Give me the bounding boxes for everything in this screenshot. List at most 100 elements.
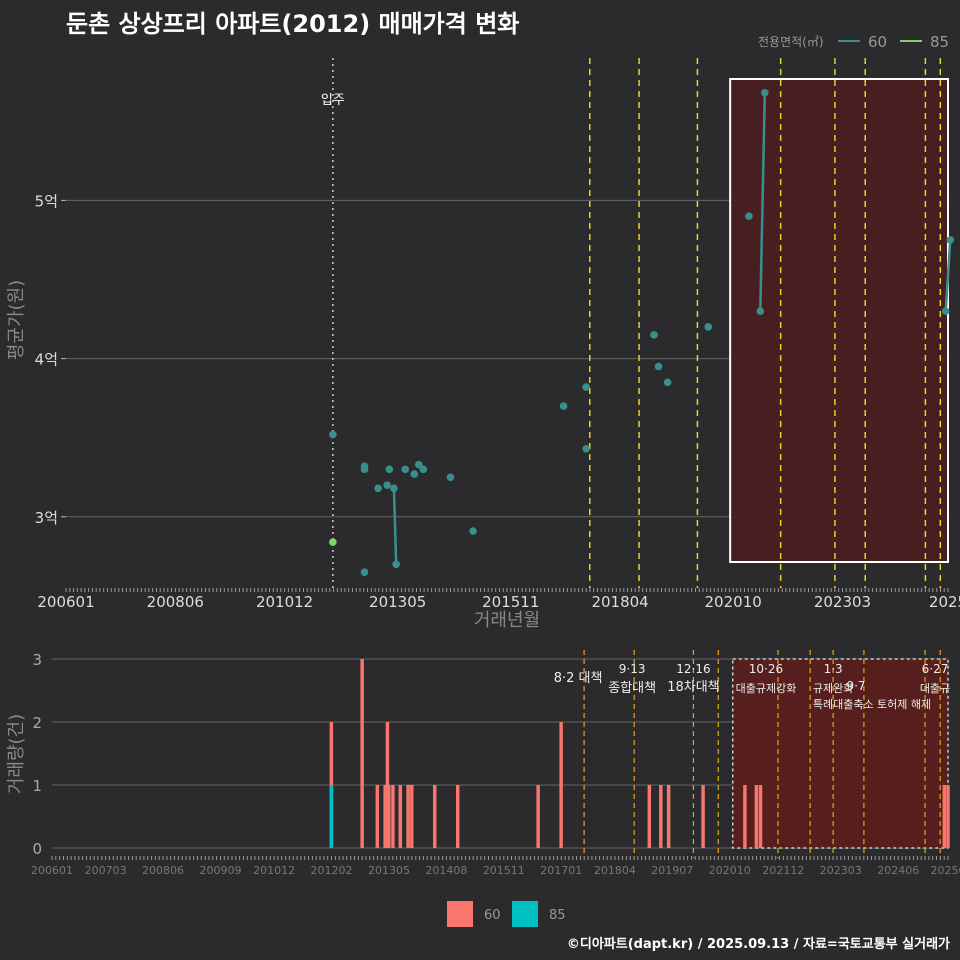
volume-bar-60 <box>946 785 950 848</box>
data-point-85 <box>329 538 337 546</box>
x-minor-ticks <box>65 588 949 592</box>
legend-label-60: 60 <box>868 33 887 51</box>
bar-x-tick-label: 202406 <box>877 864 919 877</box>
volume-bar-60 <box>754 785 759 848</box>
data-point-60 <box>946 236 955 244</box>
volume-bar-60 <box>701 785 705 848</box>
data-point-60 <box>374 484 382 493</box>
bar-highlight-border <box>731 658 949 849</box>
data-point-60 <box>941 307 950 315</box>
series-line-60 <box>392 488 398 565</box>
bar-x-tick-label: 20250 <box>931 864 960 877</box>
bar-y-axis-title: 거래량(건) <box>6 714 27 794</box>
policy-name-label: 대출규 <box>920 682 950 695</box>
volume-bar-85 <box>329 785 334 848</box>
policy-name-label: 종합대책 <box>608 681 656 696</box>
y-tick-label: 5억 <box>35 192 58 210</box>
bar-x-tick-label: 200806 <box>142 864 184 877</box>
x-tick-label: 201305 <box>369 593 426 611</box>
bar-y-tick-label: 3 <box>32 651 42 669</box>
highlight-region <box>730 79 948 562</box>
data-point-60 <box>663 378 672 387</box>
data-point-60 <box>650 331 658 339</box>
bar-x-tick-label: 201305 <box>368 864 410 877</box>
bar-y-tick-label: 0 <box>32 840 42 858</box>
data-point-60 <box>419 465 428 474</box>
bar-x-tick-label: 201408 <box>425 864 467 877</box>
policy-name-label: 대출규제강화 <box>736 682 797 695</box>
data-point-60 <box>410 470 419 478</box>
series-line-60 <box>759 92 767 312</box>
x-tick-label: 202010 <box>705 593 762 611</box>
volume-bar-60 <box>387 785 391 848</box>
bar-highlight-region <box>732 659 948 848</box>
volume-bar-60 <box>391 785 395 848</box>
bar-x-tick-label: 201511 <box>483 864 525 877</box>
policy-date-label: 10·26 <box>749 662 783 676</box>
bar-legend-label-60: 60 <box>484 908 501 923</box>
bar-x-tick-label: 201202 <box>311 864 353 877</box>
bar-legend-label-85: 85 <box>549 908 566 923</box>
data-point-60 <box>390 484 398 493</box>
volume-bar-60 <box>536 785 540 848</box>
bar-y-tick-label: 1 <box>32 777 42 795</box>
volume-bar-60 <box>659 785 663 848</box>
bar-x-tick-label: 201804 <box>594 864 636 877</box>
data-point-60 <box>392 560 400 569</box>
x-tick-label: 2025 <box>929 593 960 611</box>
data-point-60 <box>360 568 369 576</box>
bar-x-tick-label: 202010 <box>709 864 751 877</box>
chart-title: 둔촌 상상프리 아파트(2012) 매매가격 변화 <box>66 10 520 38</box>
data-point-60 <box>704 323 713 331</box>
data-point-60 <box>745 212 753 221</box>
volume-bar-60 <box>647 785 652 848</box>
data-point-60 <box>761 89 769 97</box>
volume-bar-60 <box>433 785 437 848</box>
data-point-60 <box>582 383 590 391</box>
volume-bar-60 <box>406 785 410 848</box>
policy-name-label: 규제완화 <box>813 682 853 695</box>
bar-x-tick-label: 202112 <box>762 864 804 877</box>
volume-bar-60 <box>383 785 387 848</box>
data-point-60 <box>582 444 590 453</box>
x-tick-label: 200601 <box>37 593 94 611</box>
volume-bar-60 <box>456 785 460 848</box>
policy-date-label: 9·7 <box>846 679 865 693</box>
policy-date-label: 12·16 <box>676 662 710 676</box>
bar-legend-swatch-60 <box>447 901 473 927</box>
legend-label-85: 85 <box>930 33 949 51</box>
bar-x-tick-label: 200909 <box>199 864 241 877</box>
bar-x-tick-label: 200703 <box>85 864 127 877</box>
volume-bar-60 <box>375 785 380 848</box>
data-point-60 <box>415 460 423 469</box>
data-point-60 <box>446 473 455 482</box>
footer-credit: ©디아파트(dapt.kr) / 2025.09.13 / 자료=국토교통부 실… <box>566 937 950 952</box>
bar-legend-swatch-85 <box>512 901 538 927</box>
x-axis-title: 거래년월 <box>474 610 540 631</box>
policy-date-label: 6·27 <box>922 662 949 676</box>
bar-y-tick-label: 2 <box>32 714 42 732</box>
volume-bar-60 <box>758 785 763 848</box>
x-tick-label: 202303 <box>814 593 871 611</box>
y-tick-label: 4억 <box>35 351 58 369</box>
bar-x-tick-label: 201907 <box>651 864 693 877</box>
y-tick-label: 3억 <box>35 509 58 527</box>
highlight-border <box>729 78 950 563</box>
series-line-60 <box>944 239 952 312</box>
volume-bar-60 <box>410 785 414 848</box>
bar-x-tick-label: 200601 <box>31 864 73 877</box>
data-point-60 <box>559 402 568 410</box>
x-tick-label: 200806 <box>147 593 204 611</box>
volume-bar-60 <box>360 659 364 848</box>
legend-title: 전용면적(㎡) <box>758 35 824 49</box>
y-axis-title: 평균가(원) <box>6 280 27 360</box>
policy-name-label: 18차대책 <box>667 680 719 695</box>
volume-bar-60 <box>942 785 947 848</box>
volume-bar-60 <box>398 785 403 848</box>
data-point-60 <box>385 465 394 474</box>
bar-x-tick-label: 201701 <box>540 864 582 877</box>
policy-name-label: 특례대출축소 토허제 해제 <box>813 697 931 711</box>
bar-x-tick-label: 202303 <box>820 864 862 877</box>
policy-name-label: 8·2 대책 <box>554 671 603 686</box>
